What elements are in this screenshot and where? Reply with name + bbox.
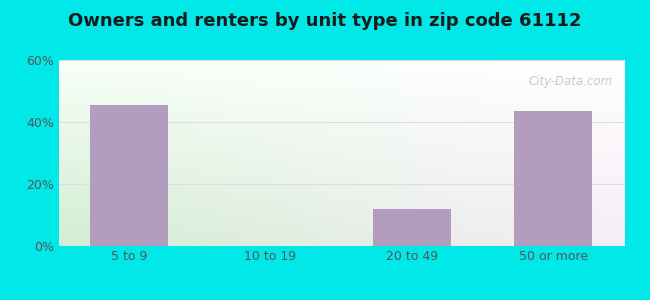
- Bar: [373, 209, 451, 246]
- Bar: [90, 105, 168, 246]
- Text: Owners and renters by unit type in zip code 61112: Owners and renters by unit type in zip c…: [68, 12, 582, 30]
- Bar: [514, 111, 592, 246]
- Text: City-Data.com: City-Data.com: [528, 75, 613, 88]
